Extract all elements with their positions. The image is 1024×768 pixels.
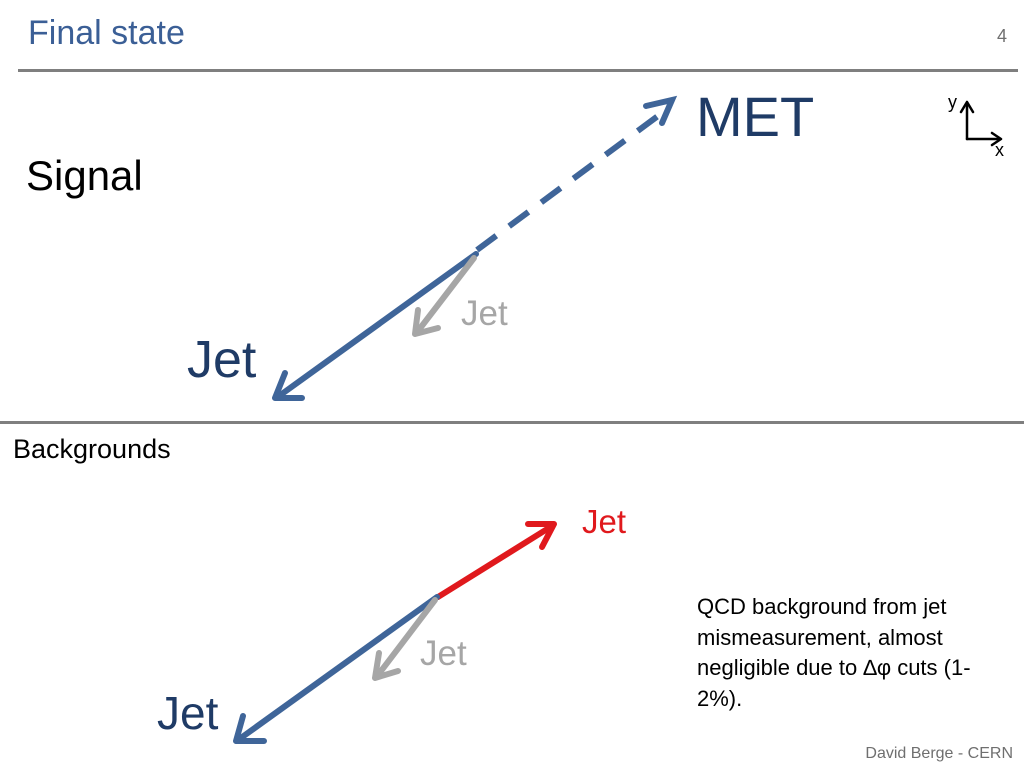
met-arrow <box>475 95 678 253</box>
signal-soft-jet-arrow <box>412 255 477 337</box>
axis-x-label: x <box>995 140 1004 160</box>
bg-soft-jet-arrow <box>372 597 438 681</box>
met-label: MET <box>696 85 815 148</box>
backgrounds-section-label: Backgrounds <box>13 434 171 464</box>
footer-author: David Berge - CERN <box>865 745 1013 762</box>
bg-soft-jet-label: Jet <box>420 634 467 673</box>
slide-title: Final state <box>28 14 185 52</box>
section-divider <box>0 421 1024 424</box>
axis-y-label: y <box>948 92 957 112</box>
signal-jet-label: Jet <box>187 331 257 389</box>
axis-indicator <box>959 100 1003 147</box>
bg-jet-arrow <box>233 594 440 744</box>
bg-mismeasured-jet-label: Jet <box>582 503 627 540</box>
qcd-background-note: QCD background from jet mismeasurement, … <box>697 594 971 711</box>
title-divider <box>18 69 1018 72</box>
bg-jet-label: Jet <box>157 687 219 739</box>
signal-soft-jet-label: Jet <box>461 294 508 333</box>
signal-section-label: Signal <box>26 152 143 199</box>
bg-mismeasured-jet-arrow <box>435 521 557 600</box>
page-number: 4 <box>996 26 1007 46</box>
signal-jet-arrow <box>272 251 479 401</box>
